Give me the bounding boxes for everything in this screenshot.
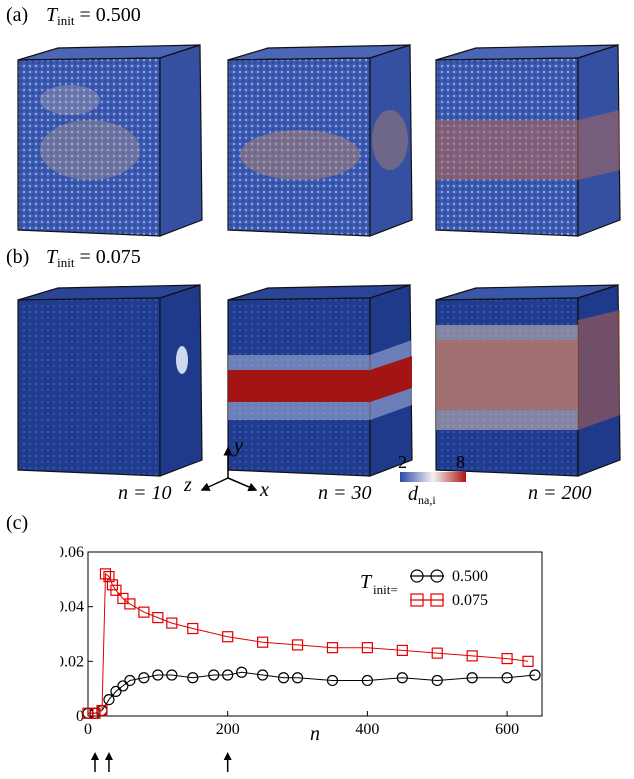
- data-point: [222, 631, 234, 643]
- y-tick-label: 0.04: [60, 599, 84, 616]
- data-point: [257, 669, 269, 681]
- data-point: [501, 652, 513, 665]
- cube-b1: [17, 284, 203, 477]
- h-vs-n-chart: 020040060000.020.040.06n|H|Tinit=0.5000.…: [60, 544, 543, 772]
- data-point: [291, 672, 304, 684]
- x-tick-label: 400: [355, 721, 379, 738]
- panel-b-tinit: Tinit = 0.075: [46, 246, 141, 270]
- legend-marker: [410, 593, 424, 607]
- data-point: [466, 650, 478, 662]
- axis-y-letter: y: [232, 436, 243, 457]
- cube-b3: [435, 284, 621, 477]
- data-point: [187, 622, 199, 635]
- data-point: [117, 680, 129, 692]
- data-point: [396, 644, 408, 657]
- data-point: [257, 636, 269, 648]
- axis-z-letter: z: [183, 474, 192, 496]
- data-point: [396, 672, 408, 684]
- data-point: [124, 674, 136, 687]
- data-point: [103, 571, 115, 583]
- data-point: [82, 707, 94, 719]
- n-arrow-head: [90, 752, 99, 760]
- x-tick-label: 200: [216, 721, 240, 738]
- cube-a1: [17, 44, 203, 237]
- data-point: [166, 669, 178, 681]
- data-point: [110, 685, 122, 697]
- data-point: [236, 666, 248, 678]
- data-point: [166, 617, 178, 629]
- data-point: [99, 568, 112, 580]
- data-point: [138, 606, 150, 618]
- cube-a3: [435, 44, 621, 237]
- data-point: [466, 672, 478, 684]
- panel-b-label: (b): [6, 246, 30, 268]
- colorbar-label: dna,i: [408, 483, 436, 507]
- data-point: [222, 669, 234, 681]
- x-tick-label: 600: [495, 721, 519, 738]
- axis-x-letter: x: [259, 479, 269, 501]
- series-line-0.500: [88, 671, 536, 714]
- series-line-0.075: [88, 572, 529, 714]
- n-label-2: n = 30: [318, 482, 372, 504]
- axes-glyph: y x z: [183, 436, 269, 501]
- y-tick-label: 0.06: [60, 544, 84, 561]
- data-point: [89, 707, 101, 719]
- colorbar: 2 8 dna,i: [398, 452, 466, 507]
- panel-c-label: (c): [6, 512, 29, 534]
- x-tick-label: 0: [84, 721, 92, 738]
- data-point: [124, 598, 136, 610]
- y-tick-label: 0.02: [60, 653, 84, 670]
- colorbar-min: 2: [398, 452, 407, 472]
- data-point: [326, 642, 339, 654]
- data-point: [326, 674, 339, 687]
- data-point: [529, 669, 541, 681]
- panel-a-label: (a): [6, 4, 29, 26]
- legend-title-sub: init=: [373, 582, 398, 597]
- legend-marker: [410, 569, 424, 583]
- legend-label: 0.075: [452, 592, 488, 609]
- data-point: [291, 639, 304, 651]
- data-point: [208, 669, 220, 681]
- n-label-3: n = 200: [528, 482, 592, 504]
- data-point: [138, 672, 150, 684]
- legend-label: 0.500: [452, 568, 488, 585]
- legend-marker: [430, 593, 444, 607]
- data-point: [501, 672, 513, 684]
- panel-a-tinit: Tinit = 0.500: [46, 4, 141, 28]
- y-tick-label: 0: [76, 708, 84, 725]
- legend-marker: [430, 569, 444, 583]
- cube-b2: [227, 284, 413, 477]
- n-arrow-head: [104, 752, 113, 760]
- data-point: [152, 611, 164, 624]
- data-point: [152, 669, 164, 681]
- data-point: [277, 672, 290, 684]
- data-point: [110, 584, 122, 596]
- data-point: [187, 672, 199, 684]
- data-point: [522, 655, 534, 667]
- plot-frame: [87, 551, 543, 717]
- x-axis-label: n: [310, 723, 320, 745]
- n-label-1: n = 10: [118, 482, 172, 504]
- data-point: [96, 704, 108, 717]
- data-point: [431, 647, 443, 659]
- data-point: [361, 642, 373, 654]
- cube-a2: [227, 44, 413, 237]
- colorbar-max: 8: [456, 452, 465, 472]
- n-arrow-head: [223, 752, 232, 760]
- legend-title: T: [360, 571, 373, 593]
- data-point: [103, 694, 115, 706]
- data-point: [361, 674, 373, 687]
- data-point: [431, 674, 443, 687]
